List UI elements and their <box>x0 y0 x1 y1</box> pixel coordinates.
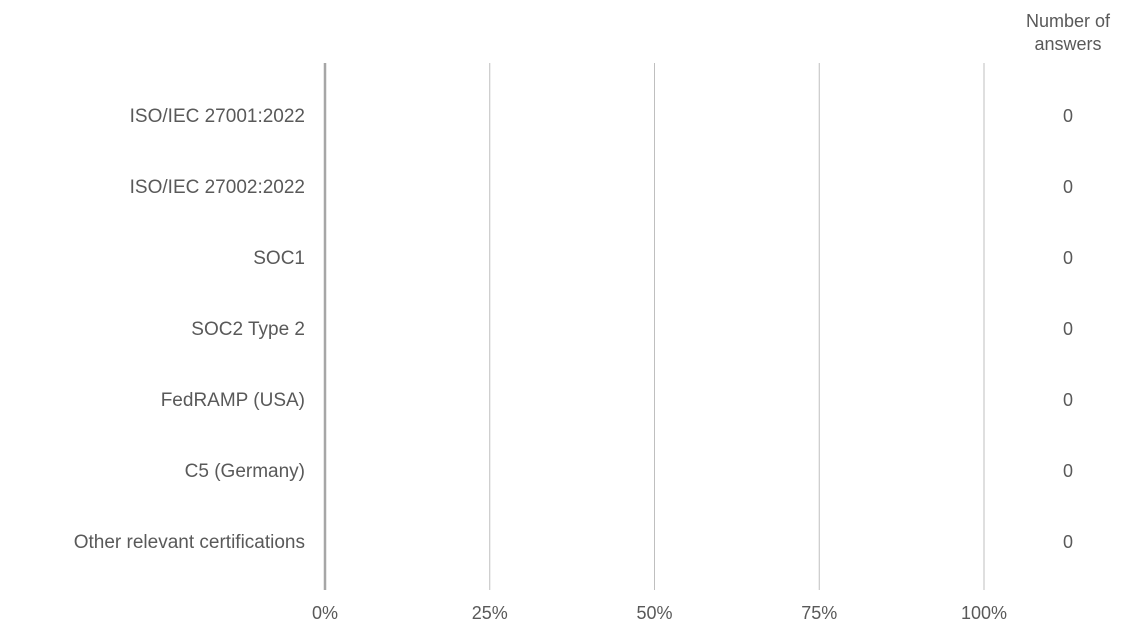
count-header-line1: Number of <box>1026 11 1111 31</box>
answer-counts: 0 0 0 0 0 0 0 <box>1063 106 1073 552</box>
x-tick-label: 0% <box>312 603 338 623</box>
category-label: Other relevant certifications <box>74 532 305 553</box>
category-labels: ISO/IEC 27001:2022 ISO/IEC 27002:2022 SOC1… <box>74 106 305 553</box>
answer-count: 0 <box>1063 532 1073 552</box>
answer-count: 0 <box>1063 319 1073 339</box>
x-tick-labels: 0% 25% 50% 75% 100% <box>312 603 1007 623</box>
x-tick-label: 75% <box>801 603 837 623</box>
answer-count: 0 <box>1063 461 1073 481</box>
category-label: ISO/IEC 27002:2022 <box>130 177 305 198</box>
category-label: SOC2 Type 2 <box>191 319 305 340</box>
x-tick-label: 50% <box>636 603 672 623</box>
x-tick-label: 25% <box>472 603 508 623</box>
count-header-line2: answers <box>1034 34 1101 54</box>
x-tick-label: 100% <box>961 603 1007 623</box>
answer-count: 0 <box>1063 177 1073 197</box>
category-label: C5 (Germany) <box>185 461 305 482</box>
category-label: ISO/IEC 27001:2022 <box>130 106 305 127</box>
category-label: SOC1 <box>253 248 305 269</box>
category-label: FedRAMP (USA) <box>161 390 305 411</box>
answer-count: 0 <box>1063 390 1073 410</box>
gridlines <box>489 63 985 590</box>
answer-count: 0 <box>1063 106 1073 126</box>
answer-count: 0 <box>1063 248 1073 268</box>
